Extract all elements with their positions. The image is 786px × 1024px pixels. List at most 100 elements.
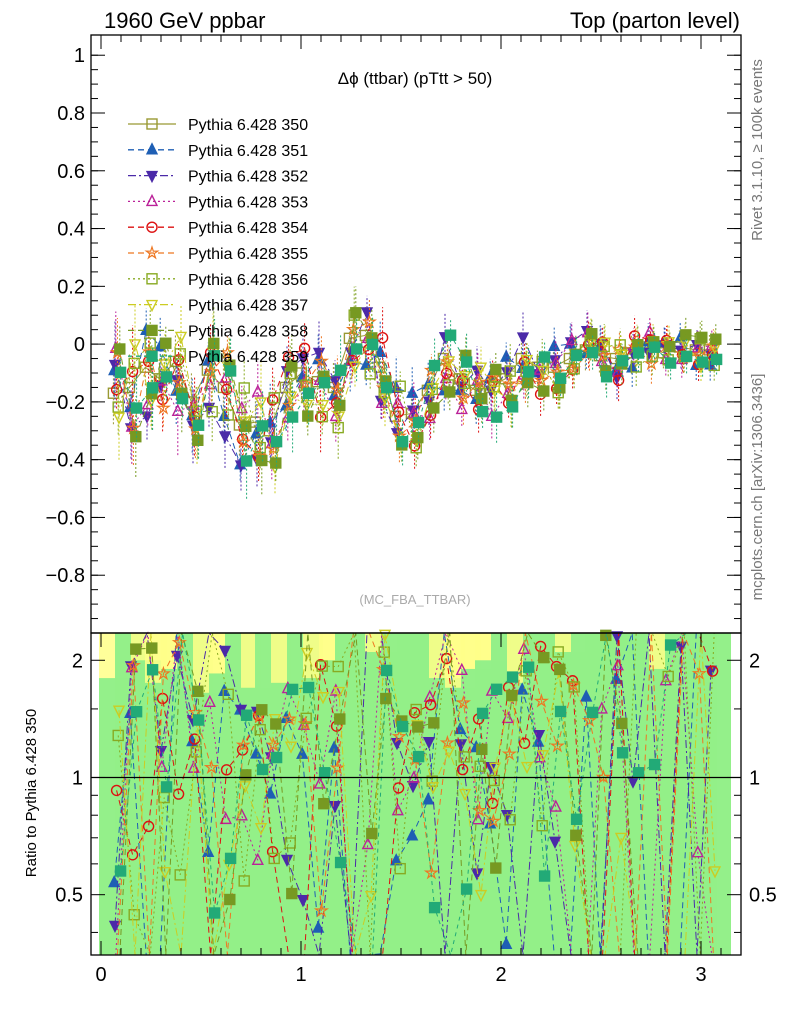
ratio-point (297, 717, 310, 730)
series-line (119, 311, 716, 464)
header-left: 1960 GeV ppbar (104, 8, 266, 33)
data-point (680, 350, 693, 363)
ratio-point (312, 920, 325, 933)
data-point (710, 353, 723, 366)
data-point (130, 402, 143, 414)
legend-marker (146, 221, 158, 233)
legend: Pythia 6.428 350 Pythia 6.428 351 Pythia 6… (128, 117, 308, 366)
data-point (266, 394, 279, 406)
ratio-point (265, 737, 281, 752)
legend-label: Pythia 6.428 354 (188, 220, 308, 237)
ratio-point (316, 692, 330, 705)
data-point (428, 359, 441, 372)
axis-ticks: −0.8 −0.6 −0.4 −0.2 0 0.2 0.4 0.6 0.8 1 0.5 0.5 1 1 2 2… (46, 35, 777, 986)
ratio-point (126, 849, 139, 861)
data-point (128, 339, 142, 352)
data-point (598, 337, 612, 350)
data-point (158, 359, 172, 372)
ratio-tick-label-right: 0.5 (749, 885, 777, 907)
ratio-tick-label: 0.5 (55, 885, 83, 907)
ratio-point (424, 699, 437, 711)
data-point (190, 405, 202, 418)
data-point (598, 340, 610, 353)
ratio-point (518, 737, 531, 749)
ratio-point (408, 706, 421, 719)
ratio-point (208, 907, 221, 919)
ratio-point (706, 665, 719, 677)
data-point (144, 337, 156, 349)
legend-marker (146, 273, 158, 285)
data-point (458, 377, 470, 389)
data-point (176, 392, 189, 405)
legend-marker (144, 245, 160, 260)
x-tick-label: 0 (95, 964, 106, 986)
watermark: (MC_FBA_TTBAR) (359, 592, 470, 607)
ratio-point (595, 701, 608, 714)
ratio-point (520, 761, 534, 775)
ratio-point (251, 852, 264, 865)
ratio-point (501, 746, 517, 761)
ratio-point (474, 760, 486, 772)
legend-label: Pythia 6.428 356 (188, 272, 308, 289)
data-point (256, 420, 269, 432)
ratio-point (313, 776, 326, 789)
data-point (220, 383, 233, 396)
data-point (296, 353, 310, 366)
data-point (286, 360, 298, 372)
data-point (612, 374, 625, 387)
data-point (240, 420, 252, 432)
ratio-point (378, 629, 392, 642)
ratio-tick-label-right: 1 (749, 767, 760, 789)
ratio-point (708, 866, 722, 879)
ratio-point (534, 640, 547, 653)
data-point (485, 369, 501, 385)
series-line (115, 331, 712, 445)
ratio-point (142, 820, 155, 833)
ratio-point (254, 823, 268, 836)
ratio-point (125, 660, 138, 673)
legend-marker (145, 170, 159, 184)
ratio-tick-label: 2 (72, 650, 83, 672)
data-point (366, 338, 379, 351)
data-point (332, 421, 344, 434)
data-point (174, 331, 188, 345)
data-point (710, 333, 722, 345)
data-point (488, 385, 502, 398)
data-point (501, 375, 517, 391)
ratio-point (256, 704, 268, 716)
ratio-series (108, 629, 722, 957)
ratio-point (203, 694, 216, 708)
data-point (203, 363, 219, 379)
data-point (222, 409, 234, 421)
plot-frames (90, 34, 742, 956)
ratio-point (533, 750, 546, 763)
legend-label: Pythia 6.428 351 (188, 143, 308, 160)
data-point (313, 353, 329, 368)
data-point (522, 366, 535, 378)
ratio-point (300, 712, 312, 725)
data-point (554, 382, 566, 394)
series-line (116, 321, 714, 458)
data-point (440, 367, 453, 380)
ratio-point (266, 846, 279, 858)
data-point (238, 382, 250, 394)
ratio-point (329, 760, 345, 775)
data-point (172, 354, 185, 366)
data-point (334, 399, 346, 412)
data-point (298, 342, 311, 354)
side-label-mcplots: mcplots.cern.ch [arXiv:1306.3436] (749, 374, 766, 601)
ratio-point (536, 820, 548, 832)
ratio-point (155, 665, 171, 681)
data-point (268, 392, 280, 404)
data-point (112, 412, 126, 425)
data-point (329, 381, 345, 397)
ratio-point (171, 634, 187, 650)
data-point (254, 397, 268, 410)
legend-marker (145, 193, 159, 207)
data-point (332, 411, 346, 424)
ratio-point (112, 705, 126, 718)
legend-label: Pythia 6.428 350 (188, 117, 308, 134)
data-point (412, 431, 424, 444)
ratio-point (490, 683, 503, 695)
ratio-point (426, 782, 440, 795)
